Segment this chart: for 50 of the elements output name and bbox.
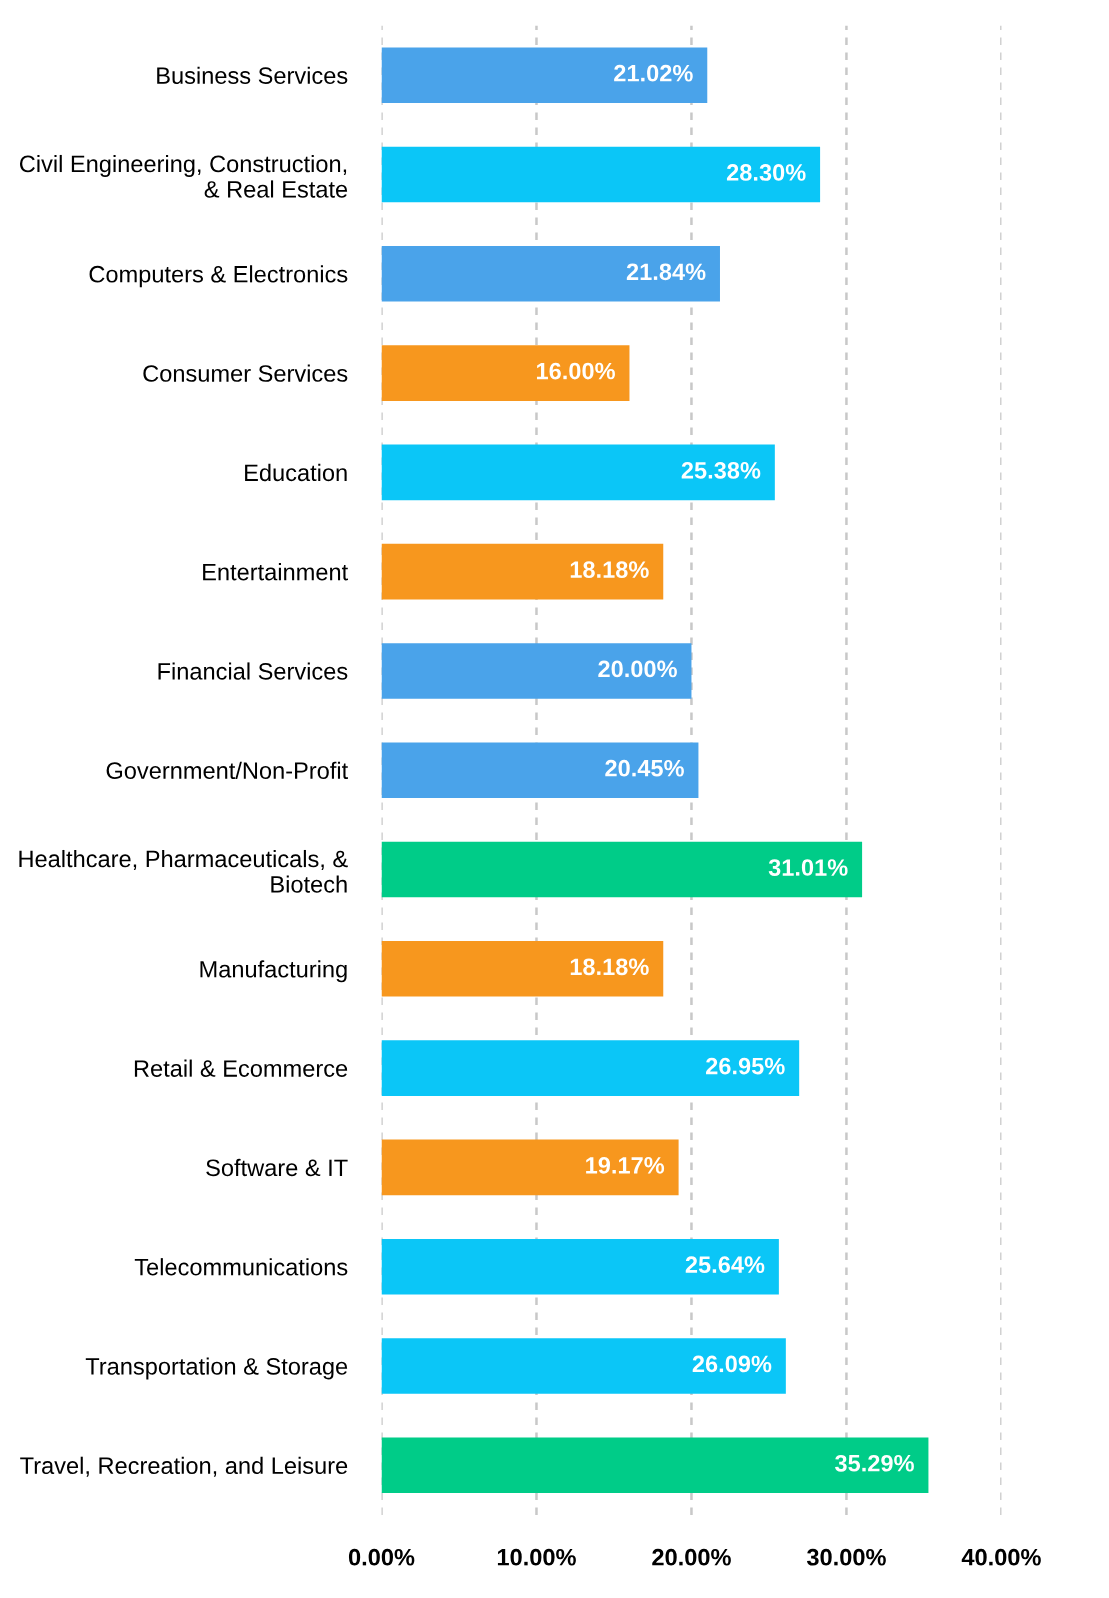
bar: [381, 543, 664, 600]
bar: [381, 47, 708, 104]
bar: [381, 245, 720, 302]
y-tick-label: Business Services: [157, 66, 348, 84]
data-label: 19.17%: [586, 1157, 665, 1174]
data-label: 28.30%: [726, 164, 806, 181]
y-tick-label: Entertainment: [203, 563, 348, 581]
bar: [381, 444, 775, 501]
data-label: 16.00%: [536, 362, 615, 380]
bar: [381, 345, 630, 401]
y-tick-label: Civil Engineering, Construction, & Real Estate: [19, 154, 348, 198]
data-label: 18.18%: [570, 561, 649, 578]
x-tick-label: 10.00%: [497, 1548, 576, 1566]
bar: [381, 1139, 679, 1196]
bar: [381, 1437, 929, 1494]
y-tick-label: Transportation & Storage: [85, 1357, 348, 1380]
bar: [381, 1238, 779, 1295]
bar: [381, 941, 664, 997]
bar: [381, 1040, 800, 1096]
data-label: 26.09%: [692, 1355, 772, 1373]
data-label: 21.84%: [626, 263, 706, 281]
y-tick-label: Financial Services: [158, 662, 348, 680]
data-label: 26.95%: [706, 1057, 785, 1075]
data-label: 20.45%: [605, 759, 684, 777]
data-label: 31.01%: [768, 859, 848, 876]
data-label: 35.29%: [835, 1454, 914, 1472]
y-tick-label: Telecommunications: [134, 1258, 348, 1276]
y-tick-label: Manufacturing: [200, 960, 347, 983]
bar: [381, 643, 692, 699]
bar: [381, 742, 699, 799]
bar: [381, 146, 821, 203]
y-tick-label: Government/Non-Profit: [106, 761, 348, 780]
x-tick-label: 20.00%: [652, 1548, 731, 1566]
bar: [381, 1338, 786, 1394]
y-tick-label: Travel, Recreation, and Leisure: [20, 1456, 348, 1477]
y-tick-label: Software & IT: [206, 1158, 348, 1177]
x-tick-label: 0.00%: [348, 1548, 415, 1566]
y-tick-label: Retail & Ecommerce: [134, 1059, 348, 1077]
y-tick-label: Healthcare, Pharmaceuticals, & Biotech: [19, 849, 348, 893]
bar: [381, 841, 863, 898]
data-label: 21.02%: [614, 64, 693, 82]
y-tick-label: Consumer Services: [143, 364, 348, 382]
y-tick-label: Computers & Electronics: [89, 265, 348, 288]
x-tick-label: 30.00%: [806, 1548, 886, 1566]
data-label: 20.00%: [598, 660, 677, 678]
data-label: 25.38%: [681, 461, 761, 479]
y-tick-label: Education: [245, 463, 347, 482]
data-label: 18.18%: [570, 958, 649, 976]
x-tick-label: 40.00%: [961, 1548, 1041, 1566]
data-label: 25.64%: [685, 1256, 765, 1274]
